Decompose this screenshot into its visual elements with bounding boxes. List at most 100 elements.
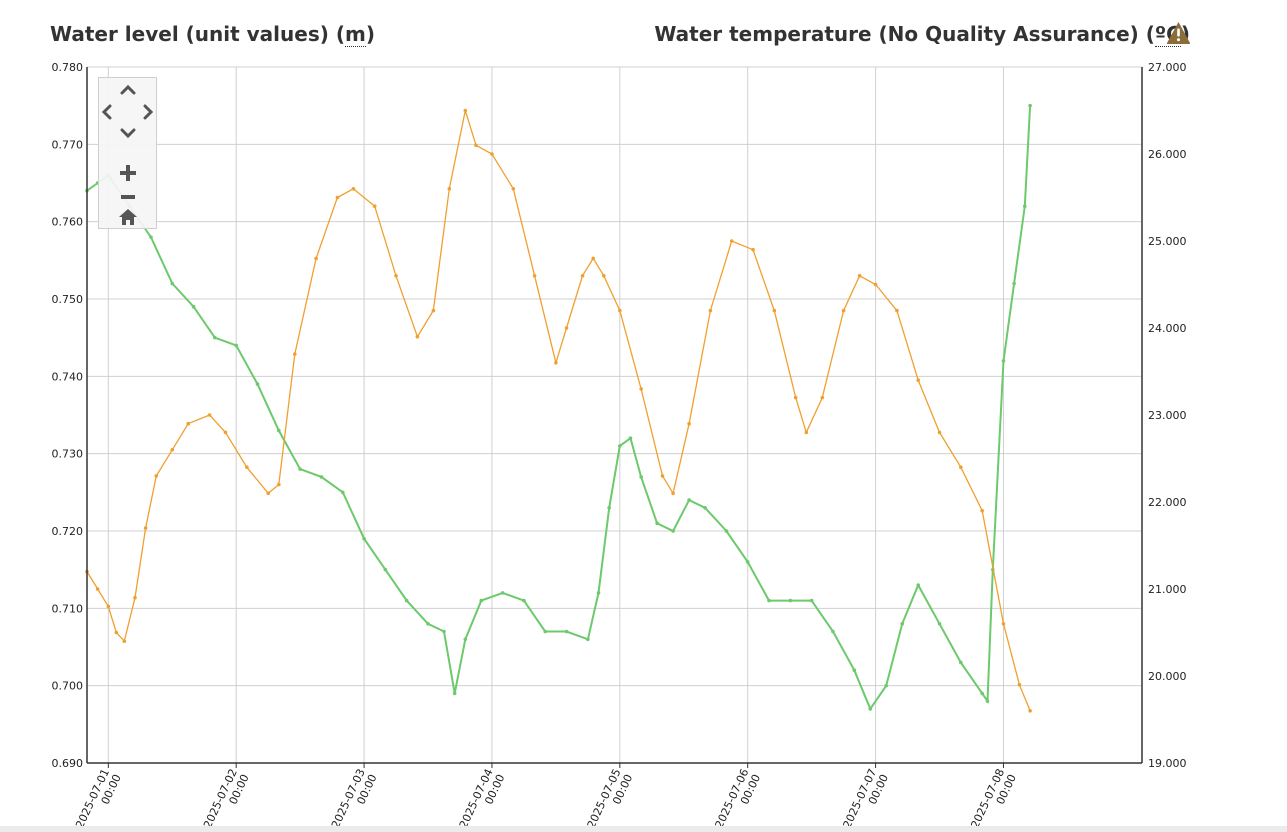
water-temperature-point — [708, 308, 713, 313]
water-temperature-point — [223, 430, 228, 435]
y-left-tick-label: 0.770 — [52, 138, 84, 151]
chevron-down-icon[interactable] — [120, 127, 136, 139]
water-level-point — [937, 622, 942, 626]
water-level-point — [655, 521, 659, 526]
water-temperature-point — [937, 430, 942, 435]
y-left-tick-label: 0.700 — [52, 680, 84, 693]
water-level-point — [452, 691, 457, 696]
water-level-point — [463, 637, 468, 642]
water-level-point — [900, 622, 905, 626]
chevron-left-icon[interactable] — [101, 104, 113, 120]
y-right-tick-label: 19.000 — [1148, 757, 1187, 770]
water-level-point — [916, 583, 921, 587]
y-left-tick-label: 0.750 — [52, 293, 84, 306]
water-temperature-point — [751, 247, 755, 252]
water-temperature-point — [122, 639, 127, 643]
water-temperature-point — [687, 421, 691, 426]
water-temperature-point — [431, 308, 436, 313]
y-right-tick-label: 21.000 — [1148, 583, 1187, 596]
water-level-point — [809, 598, 814, 603]
water-level-point — [277, 428, 281, 433]
water-temperature-point — [186, 421, 191, 426]
water-level-point — [852, 668, 857, 672]
right-title-text: Water temperature (No Quality Assurance)… — [654, 22, 1155, 46]
water-level-point — [500, 591, 505, 595]
axis-layer — [86, 67, 1143, 768]
water-level-point — [442, 629, 446, 634]
water-temperature-point — [804, 430, 809, 435]
chevron-right-icon[interactable] — [142, 104, 154, 120]
water-level-point — [234, 343, 238, 348]
water-level-point — [149, 235, 153, 239]
water-temperature-point — [277, 482, 281, 487]
water-temperature-point — [335, 195, 340, 200]
left-unit-abbr[interactable]: m — [344, 22, 366, 47]
y-right-tick-label: 24.000 — [1148, 322, 1187, 335]
water-level-point — [639, 475, 643, 479]
water-temperature-point — [841, 308, 846, 313]
water-temperature-point — [106, 604, 111, 609]
chevron-up-icon[interactable] — [120, 84, 136, 96]
warning-triangle-icon[interactable] — [1166, 21, 1191, 45]
water-level-point — [586, 637, 590, 642]
zoom-out-icon[interactable] — [119, 188, 137, 206]
water-level-point — [703, 506, 707, 510]
water-temperature-line — [86, 110, 1031, 712]
water-level-point — [628, 436, 633, 441]
y-right-tick-label: 27.000 — [1148, 61, 1187, 74]
water-temperature-point — [820, 395, 825, 400]
water-level-point — [959, 660, 963, 665]
water-temperature-point — [394, 274, 398, 278]
bottom-scroll-strip — [0, 826, 1287, 832]
water-temperature-point — [266, 491, 270, 496]
water-level-point — [340, 490, 345, 495]
water-temperature-point — [873, 282, 878, 287]
water-temperature-point — [463, 108, 468, 113]
left-title-close: ) — [365, 22, 375, 46]
water-temperature-point — [415, 334, 420, 339]
water-temperature-point — [772, 308, 777, 313]
water-temperature-point — [580, 274, 585, 278]
water-level-point — [724, 529, 729, 533]
water-level-point — [980, 691, 984, 696]
water-level-point — [1012, 281, 1016, 286]
water-temperature-point — [671, 491, 675, 496]
y-left-tick-label: 0.760 — [52, 216, 84, 229]
water-level-point — [479, 598, 484, 603]
y-left-tick-label: 0.690 — [52, 757, 84, 770]
water-temperature-point — [602, 274, 606, 278]
y-right-tick-label: 26.000 — [1148, 148, 1187, 161]
water-level-point — [767, 598, 771, 603]
water-temperature-point — [564, 326, 569, 330]
water-temperature-point — [660, 474, 665, 478]
zoom-in-icon[interactable] — [119, 164, 137, 182]
water-level-point — [671, 529, 675, 533]
water-level-point — [1022, 204, 1027, 208]
water-temperature-point — [133, 595, 137, 600]
water-temperature-point — [490, 152, 494, 156]
water-temperature-point — [591, 256, 595, 261]
y-left-tick-label: 0.740 — [52, 370, 84, 383]
water-level-point — [985, 699, 990, 703]
home-icon[interactable] — [118, 208, 138, 226]
water-temperature-point — [170, 448, 175, 452]
water-level-point — [362, 536, 366, 541]
left-title-text: Water level (unit values) ( — [50, 22, 345, 46]
water-temperature-point — [1028, 709, 1032, 713]
water-level-point — [522, 598, 526, 603]
water-temperature-point — [293, 352, 297, 356]
water-temperature-point — [532, 274, 537, 278]
water-temperature-point — [1017, 682, 1022, 687]
water-temperature-point — [245, 465, 249, 470]
y-left-tick-label: 0.720 — [52, 525, 84, 538]
water-level-point — [213, 335, 217, 340]
water-temperature-point — [314, 256, 318, 261]
